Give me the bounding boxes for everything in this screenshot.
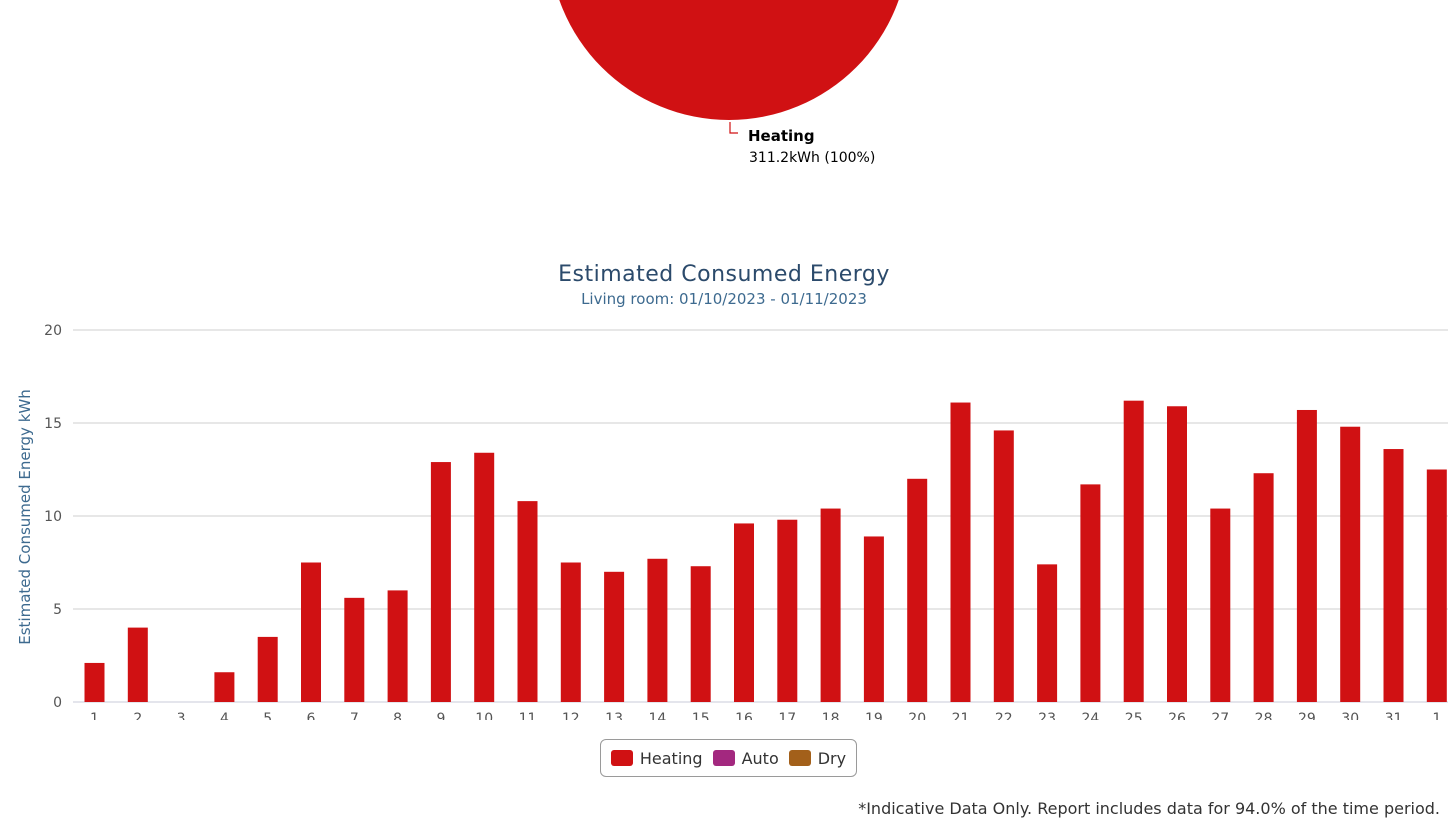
bars	[84, 400, 1447, 703]
x-tick-label: 25	[1125, 711, 1143, 720]
bar-heating[interactable]	[84, 662, 105, 702]
bar-heating[interactable]	[734, 523, 754, 702]
y-tick-label: 15	[44, 416, 62, 432]
bar-heating[interactable]	[1080, 484, 1101, 702]
x-tick-label: 11	[519, 711, 537, 720]
y-tick-label: 10	[44, 509, 62, 525]
grid-lines	[73, 329, 1448, 703]
bar-heating[interactable]	[1296, 409, 1317, 702]
x-tick-label: 10	[475, 711, 493, 720]
chart-subtitle: Living room: 01/10/2023 - 01/11/2023	[581, 290, 867, 308]
pie-label: Heating	[748, 127, 815, 145]
x-tick-label: 9	[436, 711, 445, 720]
x-tick-label: 16	[735, 711, 753, 720]
x-tick-label: 4	[220, 711, 229, 720]
y-tick-label: 5	[53, 602, 62, 618]
bar-heating[interactable]	[777, 519, 798, 702]
x-tick-label: 30	[1341, 711, 1359, 720]
legend-item-auto[interactable]: Auto	[712, 748, 779, 768]
x-tick-label: 2	[133, 711, 142, 720]
y-tick-label: 0	[53, 695, 62, 711]
bar-heating[interactable]	[604, 571, 625, 702]
x-tick-label: 12	[562, 711, 580, 720]
legend: Heating Auto Dry	[600, 739, 857, 777]
chart-title: Estimated Consumed Energy	[558, 262, 890, 287]
bar-heating[interactable]	[1340, 426, 1361, 702]
bar-heating[interactable]	[257, 636, 278, 702]
bar-heating[interactable]	[1210, 508, 1231, 702]
bar-heating[interactable]	[344, 597, 365, 702]
bar-heating[interactable]	[863, 536, 884, 702]
x-tick-label: 19	[865, 711, 883, 720]
x-tick-label: 29	[1298, 711, 1316, 720]
x-tick-label: 31	[1385, 711, 1403, 720]
bar-heating[interactable]	[1167, 406, 1187, 702]
bar-heating[interactable]	[301, 562, 321, 703]
legend-swatch-dry	[788, 750, 811, 766]
pie-slice-heating[interactable]	[549, 0, 909, 120]
legend-item-dry[interactable]: Dry	[788, 748, 847, 768]
bar-heating[interactable]	[387, 590, 408, 702]
x-tick-label: 26	[1168, 711, 1186, 720]
footnote: *Indicative Data Only. Report includes d…	[858, 799, 1440, 818]
x-tick-label: 15	[692, 711, 710, 720]
y-axis-ticks: 0 5 10 15 20	[44, 323, 62, 711]
y-tick-label: 20	[44, 323, 62, 339]
bar-heating[interactable]	[517, 501, 538, 702]
x-tick-label: 18	[822, 711, 840, 720]
legend-item-heating[interactable]: Heating	[610, 748, 703, 768]
bar-heating[interactable]	[647, 558, 668, 702]
pie-chart: Heating 311.2kWh (100%)	[549, 0, 909, 166]
x-tick-label: 24	[1081, 711, 1099, 720]
x-tick-label: 20	[908, 711, 926, 720]
legend-label: Auto	[741, 748, 779, 768]
bar-heating[interactable]	[993, 430, 1014, 702]
bar-heating[interactable]	[127, 627, 148, 702]
bar-heating[interactable]	[214, 672, 235, 702]
bar-heating[interactable]	[1253, 473, 1274, 702]
x-tick-label: 21	[952, 711, 970, 720]
y-axis-label: Estimated Consumed Energy kWh	[16, 389, 34, 644]
bar-heating[interactable]	[1037, 564, 1058, 702]
x-axis-ticks: 1 2 3 4 5 6 7 8 9 10 11 12 13 14 15 16 17 18 19 20 21 22 23 24 2…	[90, 711, 1441, 720]
bar-heating[interactable]	[950, 402, 971, 702]
x-tick-label: 1	[90, 711, 99, 720]
x-tick-label: 8	[393, 711, 402, 720]
x-tick-label: 13	[605, 711, 623, 720]
legend-swatch-heating	[610, 750, 633, 766]
bar-heating[interactable]	[474, 452, 495, 702]
x-tick-label: 5	[263, 711, 272, 720]
bar-heating[interactable]	[907, 478, 928, 702]
bar-heating[interactable]	[690, 566, 711, 702]
x-tick-label: 3	[177, 711, 186, 720]
x-tick-label: 17	[778, 711, 796, 720]
x-tick-label: 1	[1432, 711, 1441, 720]
x-tick-label: 28	[1255, 711, 1273, 720]
x-tick-label: 27	[1211, 711, 1229, 720]
pie-value-label: 311.2kWh (100%)	[749, 150, 875, 166]
bar-heating[interactable]	[1426, 469, 1447, 703]
x-tick-label: 22	[995, 711, 1013, 720]
legend-label: Heating	[639, 748, 703, 768]
bar-heating[interactable]	[820, 508, 841, 702]
bar-heating[interactable]	[430, 462, 451, 702]
bar-heating[interactable]	[1383, 449, 1404, 702]
x-tick-label: 6	[307, 711, 316, 720]
x-tick-label: 14	[648, 711, 666, 720]
legend-label: Dry	[817, 748, 847, 768]
pie-connector-line	[729, 122, 738, 134]
x-tick-label: 7	[350, 711, 359, 720]
x-tick-label: 23	[1038, 711, 1056, 720]
bar-heating[interactable]	[560, 562, 581, 703]
legend-swatch-auto	[712, 750, 735, 766]
bar-heating[interactable]	[1123, 400, 1144, 702]
